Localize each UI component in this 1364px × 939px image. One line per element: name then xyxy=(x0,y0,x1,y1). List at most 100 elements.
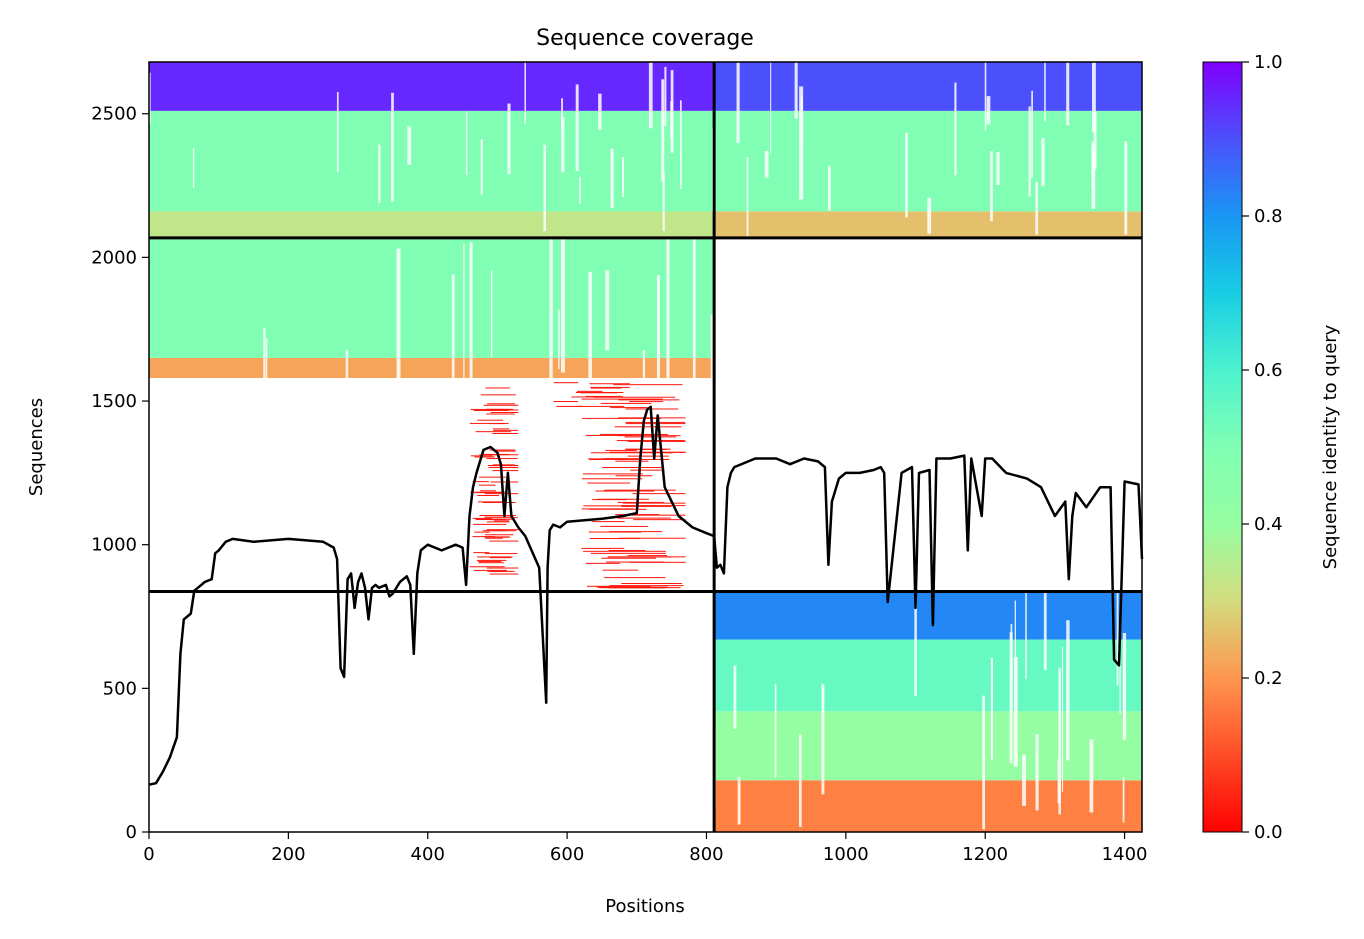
heatmap-gap xyxy=(679,100,682,190)
x-axis: 0 200 400 600 800 1000 1200 1400 xyxy=(143,832,1147,865)
heatmap-gap xyxy=(736,62,740,144)
heatmap-gap xyxy=(373,424,375,489)
heatmap-band xyxy=(714,591,1142,640)
heatmap-gap xyxy=(661,79,665,182)
coverage-line xyxy=(148,405,1144,786)
sparse-fragment xyxy=(585,395,623,397)
sparse-fragment xyxy=(581,392,618,394)
sparse-fragment xyxy=(477,494,499,496)
heatmap-gap xyxy=(800,96,803,149)
sparse-fragment xyxy=(621,583,683,585)
sparse-fragment xyxy=(613,384,683,386)
sparse-fragment xyxy=(595,490,655,492)
sparse-fragment xyxy=(472,523,507,525)
heatmap-gap xyxy=(396,248,401,471)
heatmap-gap xyxy=(451,274,455,482)
sparse-fragment xyxy=(625,423,686,425)
sparse-fragment xyxy=(609,585,684,587)
heatmap-gap xyxy=(507,103,511,175)
sparse-fragment xyxy=(581,398,663,400)
heatmap-gap xyxy=(245,470,249,573)
sparse-fragment xyxy=(621,505,686,507)
heatmap-gap xyxy=(610,148,614,209)
sparse-fragment xyxy=(617,501,664,503)
sparse-fragment xyxy=(614,426,682,428)
x-tick-label: 1000 xyxy=(823,844,869,865)
sparse-fragment xyxy=(607,556,673,558)
sparse-fragment xyxy=(588,531,642,533)
heatmap-band xyxy=(714,780,1142,832)
sparse-fragment xyxy=(587,585,651,587)
heatmap-gap xyxy=(480,139,483,195)
sparse-fragment xyxy=(627,455,669,457)
sparse-fragment xyxy=(588,458,626,460)
heatmap-gap xyxy=(336,92,339,173)
heatmap-gap xyxy=(561,116,565,173)
sparse-fragment xyxy=(484,534,514,536)
heatmap-gap xyxy=(463,243,465,473)
heatmap-gap xyxy=(927,197,932,234)
sparse-fragment xyxy=(630,440,686,442)
heatmap-gap xyxy=(382,474,387,569)
heatmap-band xyxy=(714,110,1142,212)
heatmap-gap xyxy=(990,151,993,222)
sparse-fragment xyxy=(618,537,686,539)
sparse-fragment xyxy=(478,501,503,503)
heatmap-gap xyxy=(1057,759,1061,804)
sparse-fragment xyxy=(472,536,496,538)
sparse-fragment xyxy=(615,475,653,477)
sparse-fragment xyxy=(628,401,664,403)
heatmap-gap xyxy=(266,338,268,533)
heatmap-gap xyxy=(549,237,553,409)
sparse-fragment xyxy=(583,550,666,552)
heatmap-gap xyxy=(490,270,493,358)
heatmap-gap xyxy=(670,70,674,154)
sparse-fragment xyxy=(485,537,503,539)
sparse-fragment xyxy=(472,481,489,483)
sparse-fragment xyxy=(600,402,652,404)
sparse-fragment xyxy=(492,428,510,430)
plot-frame xyxy=(148,61,1143,833)
heatmap-band xyxy=(149,211,715,238)
heatmap-gap xyxy=(1044,62,1046,122)
heatmap-gap xyxy=(194,496,196,565)
heatmap-gap xyxy=(560,237,565,373)
sparse-fragment xyxy=(630,469,665,471)
sparse-fragment xyxy=(473,552,490,554)
sparse-fragment xyxy=(488,467,519,469)
heatmap-gap xyxy=(1116,591,1119,686)
heatmap-gap xyxy=(1025,591,1027,680)
heatmap-gap xyxy=(1035,734,1039,811)
sparse-fragment xyxy=(581,547,625,549)
sparse-fragment xyxy=(625,421,686,423)
heatmap-gap xyxy=(764,150,769,178)
heatmap-gap xyxy=(543,144,546,232)
sparse-fragment xyxy=(632,493,686,495)
heatmap-gap xyxy=(746,157,749,238)
sparse-fragment xyxy=(587,482,631,484)
sparse-fragment xyxy=(492,464,515,466)
sparse-fragment xyxy=(490,412,519,414)
heatmap-gap xyxy=(1066,62,1070,126)
sparse-fragment xyxy=(590,552,666,554)
sparse-fragment xyxy=(589,508,647,510)
heatmap-gap xyxy=(407,126,412,165)
sparse-fragment xyxy=(618,399,680,401)
sparse-fragment xyxy=(492,470,519,472)
heatmap-gap xyxy=(954,82,957,176)
sparse-fragment xyxy=(553,401,578,403)
sparse-fragment xyxy=(597,498,649,500)
colorbar-tick-label: 0.2 xyxy=(1254,668,1283,689)
heatmap-gap xyxy=(1124,141,1128,235)
sparse-fragment xyxy=(575,405,625,407)
sparse-fragment xyxy=(593,396,676,398)
sparse-fragment xyxy=(621,505,672,507)
sparse-fragment xyxy=(604,489,676,491)
sparse-fragment xyxy=(475,519,506,521)
sparse-fragment xyxy=(477,419,504,421)
sparse-fragment xyxy=(590,386,630,388)
heatmap-gap xyxy=(558,309,560,370)
heatmap-gap xyxy=(1093,111,1097,170)
sparse-fragment xyxy=(469,422,509,424)
heatmap-gap xyxy=(737,777,741,825)
